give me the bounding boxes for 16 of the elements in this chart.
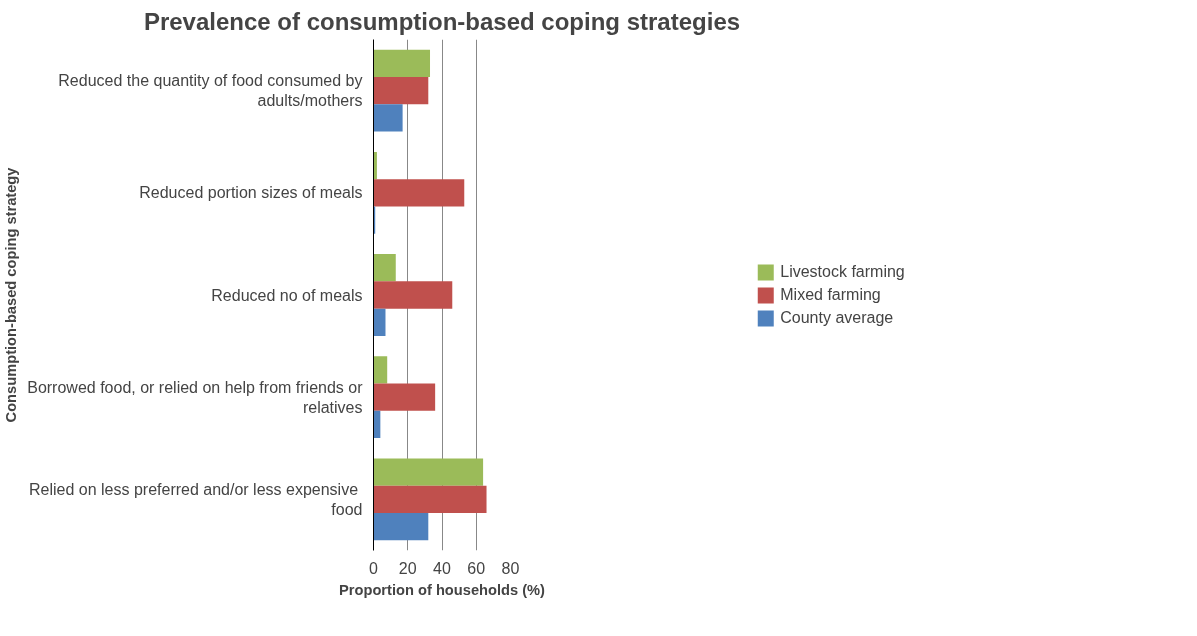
legend-label: Mixed farming: [780, 285, 882, 304]
y-axis-title: Consumption-based coping strategy: [3, 166, 20, 423]
x-tick-label: 0: [369, 559, 379, 577]
y-tick-label: Reduced portion sizes of meals: [139, 184, 363, 202]
legend-label: Livestock farming: [780, 262, 905, 281]
chart-title: Prevalence of consumption-based coping strategies: [143, 7, 741, 35]
x-tick-label: 80: [501, 559, 520, 577]
x-tick-label: 60: [467, 559, 486, 577]
legend-label: County average: [780, 308, 895, 327]
x-tick-label: 40: [433, 559, 451, 577]
y-tick-label: Reduced no of meals: [211, 286, 363, 304]
x-tick-label: 20: [398, 559, 417, 577]
y-tick-label: Relied on less preferred and/or less expensive food: [28, 480, 363, 519]
y-tick-label: Reduced the quantity of food consumed by adults/mothers: [58, 71, 363, 110]
y-tick-label: Borrowed food, or relied on help from friends or relatives: [27, 378, 364, 416]
x-axis-title: Proportion of households (%): [339, 581, 546, 598]
